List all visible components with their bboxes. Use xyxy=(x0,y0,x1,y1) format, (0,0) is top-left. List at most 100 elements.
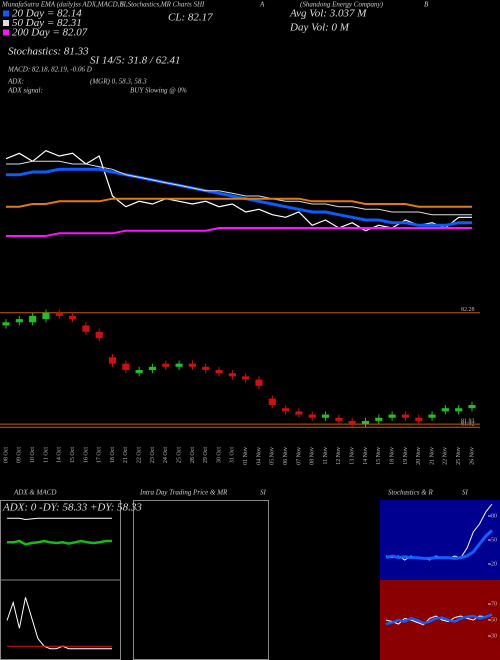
x-tick-label: 14 Oct xyxy=(57,447,63,463)
x-tick-label: 15 Nov xyxy=(376,447,382,465)
panel-title: ADX & MACD xyxy=(13,489,56,497)
y-tick-label: 81.92 xyxy=(461,422,475,428)
candle-body xyxy=(202,366,210,370)
candle-body xyxy=(15,319,23,323)
candle-body xyxy=(282,408,290,412)
x-tick-label: 21 Nov xyxy=(429,447,435,465)
x-tick-label: 31 Oct xyxy=(230,447,236,463)
macd: MACD: 82.18, 82.19, -0.06 D xyxy=(7,66,92,74)
x-tick-label: 05 Nov xyxy=(270,447,276,465)
panel-title: Stochastics & R xyxy=(388,489,433,497)
series-line xyxy=(385,529,494,560)
x-tick-label: 13 Nov xyxy=(350,447,356,465)
candle-body xyxy=(55,312,63,316)
candle-body xyxy=(455,408,463,412)
legend-swatch xyxy=(3,29,9,36)
adx-values: ADX: 0 -DY: 58.33 +DY: 58.33 xyxy=(2,502,142,514)
day-vol: Day Vol: 0 M xyxy=(289,22,350,34)
candle-body xyxy=(308,414,316,418)
bottom-panels: ADX & MACD Intra Day Trading Price & MR … xyxy=(0,489,469,660)
x-tick-label: 15 Oct xyxy=(70,447,76,463)
y-tick-label: 70 xyxy=(491,601,497,607)
panel-title: SI xyxy=(260,489,267,497)
y-tick-label: 20 xyxy=(491,561,497,567)
legend-swatch xyxy=(3,20,9,26)
x-tick-label: 08 Nov xyxy=(310,447,316,465)
adx-signal-value: BUY Slowing @ 0% xyxy=(130,87,187,95)
series-line xyxy=(6,227,472,237)
y-tick-label: 50 xyxy=(491,537,497,543)
x-tick-label: 21 Oct xyxy=(123,447,129,463)
candle-body xyxy=(135,370,143,374)
candle-body xyxy=(188,363,196,367)
x-tick-label: 04 Nov xyxy=(256,447,262,465)
candle-body xyxy=(29,315,37,323)
y-tick-label: 82.28 xyxy=(461,307,475,313)
close-label: CL: 82.17 xyxy=(168,12,213,24)
series-line xyxy=(5,150,472,232)
x-tick-label: 07 Nov xyxy=(296,447,302,465)
x-tick-label: 23 Oct xyxy=(150,447,156,463)
x-tick-label: 19 Nov xyxy=(403,447,409,465)
header-text: MunafaSutra EMA (daily)ss ADX,MACD,B xyxy=(1,1,124,9)
x-tick-label: 09 Oct xyxy=(17,447,23,463)
candle-body xyxy=(148,366,157,370)
header-text: SI,Stochastics,MR Charts SHI xyxy=(120,1,205,9)
candle-body xyxy=(122,363,130,370)
x-tick-label: 12 Nov xyxy=(336,447,342,465)
candle-body xyxy=(82,325,90,332)
header-text: B xyxy=(424,1,429,9)
x-tick-label: 30 Oct xyxy=(216,447,222,463)
candle-body xyxy=(375,417,383,421)
candle-body xyxy=(228,373,236,377)
candle-body xyxy=(242,376,250,380)
si: SI 14/5: 31.8 / 62.41 xyxy=(90,55,180,67)
candle-body xyxy=(388,414,396,418)
x-tick-label: 29 Oct xyxy=(203,447,209,463)
candle-body xyxy=(42,312,50,320)
header-text: (Shandong Energy Company) xyxy=(300,1,384,9)
x-tick-label: 01 Nov xyxy=(243,447,249,465)
panel-title: SI xyxy=(462,489,469,497)
stochastics: Stochastics: 81.33 xyxy=(8,46,89,58)
x-tick-label: 24 Oct xyxy=(163,447,169,463)
candle-body xyxy=(215,370,223,374)
candle-body xyxy=(468,405,476,409)
x-tick-label: 22 Oct xyxy=(137,447,143,463)
panel-background xyxy=(380,500,500,580)
y-tick-label: 50 xyxy=(491,617,497,623)
adx-mgr: (MGR) 0, 58.3, 58.3 xyxy=(90,78,147,86)
candle-body xyxy=(175,363,183,367)
y-tick-label: 30 xyxy=(491,633,497,639)
x-tick-label: 26 Nov xyxy=(469,447,475,465)
header-text: A xyxy=(259,1,265,9)
x-tick-label: 17 Oct xyxy=(97,447,103,463)
x-tick-label: 11 Oct xyxy=(43,447,49,463)
x-tick-label: 10 Oct xyxy=(30,447,36,463)
x-tick-label: 25 Nov xyxy=(456,447,462,465)
x-tick-label: 11 Nov xyxy=(323,447,329,465)
series-line xyxy=(385,613,493,626)
candle-body xyxy=(95,331,103,339)
x-tick-label: 06 Nov xyxy=(283,447,289,465)
candle-body xyxy=(441,408,449,412)
adx: ADX: xyxy=(7,78,24,86)
adx-signal: ADX signal: xyxy=(7,87,43,95)
candle-body xyxy=(348,420,356,425)
panel-title: Intra Day Trading Price & MR xyxy=(139,489,228,497)
candle-body xyxy=(428,414,436,418)
candle-body xyxy=(295,411,303,415)
candle-body xyxy=(321,414,330,418)
x-tick-label: 18 Oct xyxy=(110,447,116,463)
panel-frame xyxy=(133,500,269,660)
series-line xyxy=(6,167,472,227)
candle-body xyxy=(2,322,10,326)
legend-label: 200 Day = 82.07 xyxy=(12,27,88,39)
x-tick-label: 14 Nov xyxy=(363,447,369,465)
y-tick-label: 81.93 xyxy=(461,418,475,424)
x-tick-label: 22 Nov xyxy=(443,447,449,465)
series-line xyxy=(7,517,112,521)
x-tick-label: 16 Oct xyxy=(83,447,89,463)
candle-body xyxy=(255,379,263,386)
